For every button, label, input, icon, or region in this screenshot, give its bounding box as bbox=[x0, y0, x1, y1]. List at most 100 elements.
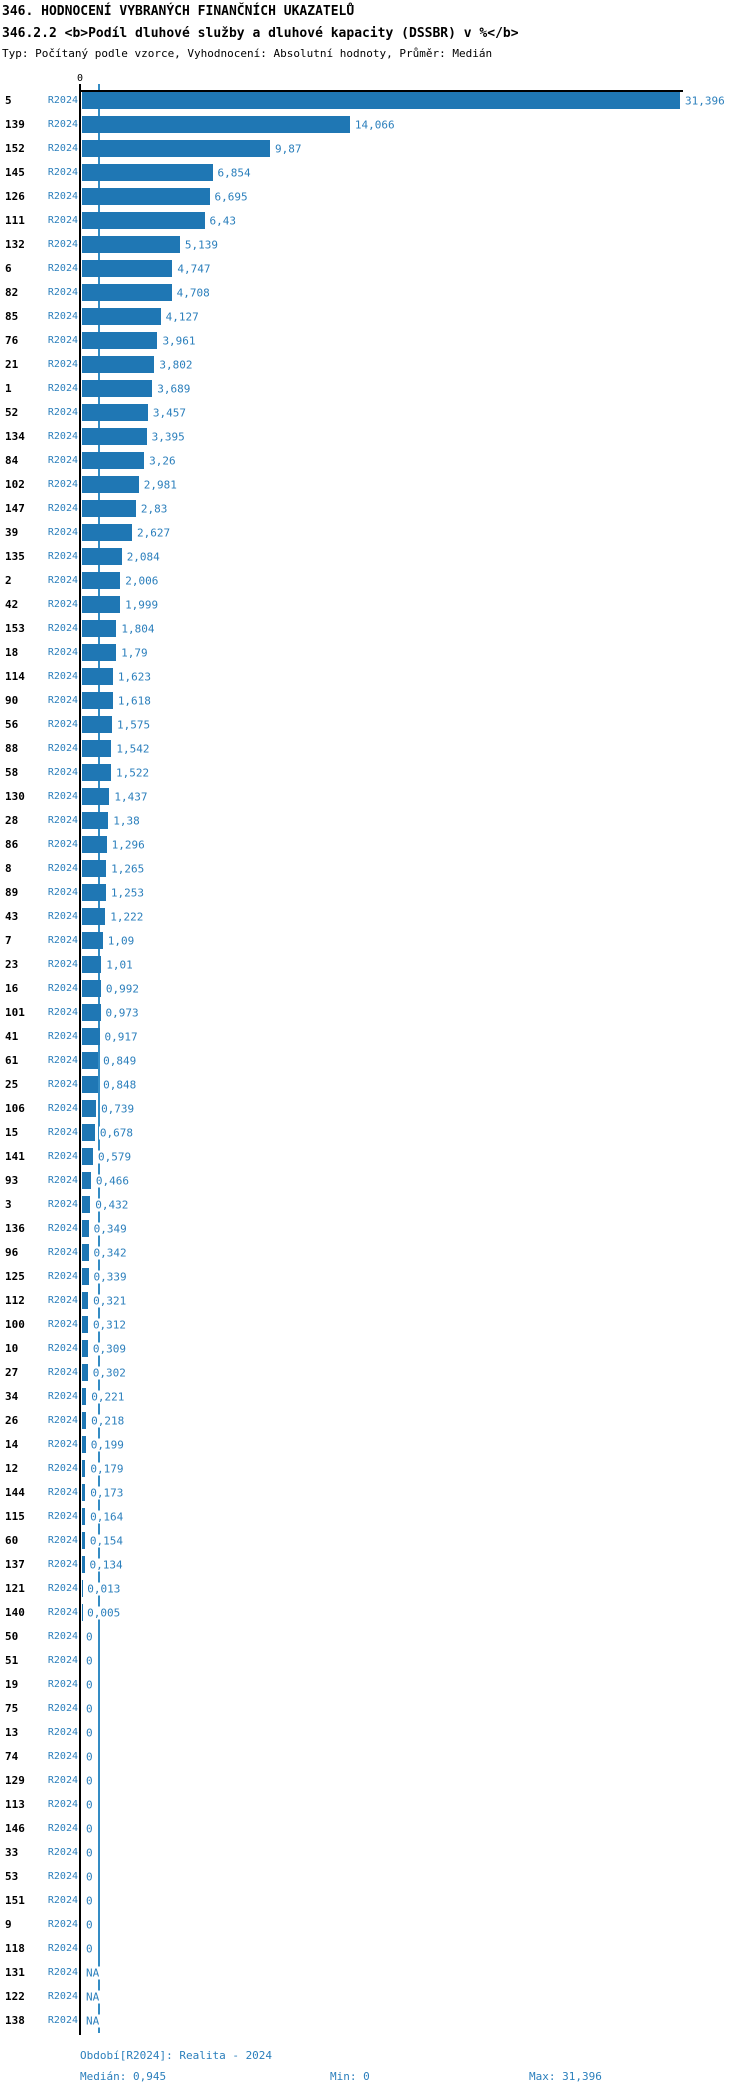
row-id-label: 1 bbox=[5, 382, 12, 395]
bar-row: 152 R2024 9,87 bbox=[0, 137, 750, 161]
row-period-label: R2024 bbox=[47, 935, 78, 946]
value-label: 0,579 bbox=[97, 1150, 133, 1164]
row-id-label: 58 bbox=[5, 766, 19, 779]
bar-row: 138 R2024 NA bbox=[0, 2009, 750, 2033]
row-id-label: 86 bbox=[5, 838, 19, 851]
value-label: 1,542 bbox=[115, 742, 151, 756]
row-id-label: 61 bbox=[5, 1054, 19, 1067]
bar-row: 126 R2024 6,695 bbox=[0, 185, 750, 209]
row-period-label: R2024 bbox=[47, 911, 78, 922]
row-id-label: 18 bbox=[5, 646, 19, 659]
value-label: NA bbox=[85, 1966, 101, 1980]
value-bar bbox=[82, 92, 680, 109]
bar-row: 13 R2024 0 bbox=[0, 1721, 750, 1745]
value-bar bbox=[82, 1484, 86, 1501]
row-id-label: 152 bbox=[5, 142, 25, 155]
bar-row: 56 R2024 1,575 bbox=[0, 713, 750, 737]
bar-row: 106 R2024 0,739 bbox=[0, 1097, 750, 1121]
row-id-label: 9 bbox=[5, 1918, 12, 1931]
value-label: 1,79 bbox=[120, 646, 149, 660]
page-title: 346. HODNOCENÍ VYBRANÝCH FINANČNÍCH UKAZ… bbox=[2, 4, 355, 19]
value-label: 0,312 bbox=[91, 1318, 128, 1332]
value-bar bbox=[82, 1148, 93, 1165]
row-period-label: R2024 bbox=[47, 1775, 78, 1786]
value-bar bbox=[82, 260, 173, 277]
value-label: 3,961 bbox=[161, 334, 197, 348]
value-bar bbox=[82, 500, 136, 517]
value-label: 0,218 bbox=[90, 1414, 126, 1428]
row-period-label: R2024 bbox=[47, 431, 78, 442]
row-id-label: 75 bbox=[5, 1702, 19, 1715]
row-id-label: 50 bbox=[5, 1630, 19, 1643]
chart-meta: Typ: Počítaný podle vzorce, Vyhodnocení:… bbox=[2, 47, 493, 60]
bar-row: 93 R2024 0,466 bbox=[0, 1169, 750, 1193]
bar-row: 10 R2024 0,309 bbox=[0, 1337, 750, 1361]
row-period-label: R2024 bbox=[47, 1055, 78, 1066]
value-bar bbox=[82, 836, 107, 853]
value-bar bbox=[82, 860, 107, 877]
value-bar bbox=[82, 1292, 89, 1309]
value-bar bbox=[82, 212, 205, 229]
row-period-label: R2024 bbox=[47, 1511, 78, 1522]
value-label: 0,199 bbox=[89, 1438, 125, 1452]
value-label: 0 bbox=[85, 1894, 94, 1908]
row-period-label: R2024 bbox=[47, 191, 78, 202]
row-period-label: R2024 bbox=[47, 503, 78, 514]
bar-row: 21 R2024 3,802 bbox=[0, 353, 750, 377]
row-period-label: R2024 bbox=[47, 1823, 78, 1834]
bar-row: 140 R2024 0,005 bbox=[0, 1601, 750, 1625]
value-bar bbox=[82, 428, 147, 445]
value-bar bbox=[82, 596, 121, 613]
bar-row: 8 R2024 1,265 bbox=[0, 857, 750, 881]
bar-row: 111 R2024 6,43 bbox=[0, 209, 750, 233]
value-label: 0 bbox=[85, 1942, 94, 1956]
bar-row: 146 R2024 0 bbox=[0, 1817, 750, 1841]
value-bar bbox=[82, 164, 213, 181]
row-period-label: R2024 bbox=[47, 815, 78, 826]
bar-row: 43 R2024 1,222 bbox=[0, 905, 750, 929]
footer-period: Období[R2024]: Realita - 2024 bbox=[80, 2049, 273, 2062]
bar-row: 102 R2024 2,981 bbox=[0, 473, 750, 497]
bar-row: 129 R2024 0 bbox=[0, 1769, 750, 1793]
axis-zero-tick-label: 0 bbox=[76, 73, 84, 84]
value-bar bbox=[82, 308, 161, 325]
value-bar bbox=[82, 1004, 101, 1021]
value-label: 31,396 bbox=[684, 94, 726, 108]
value-label: 0,466 bbox=[94, 1174, 130, 1188]
row-period-label: R2024 bbox=[47, 1175, 78, 1186]
value-label: 0,013 bbox=[86, 1582, 122, 1596]
value-label: 0,179 bbox=[89, 1462, 125, 1476]
value-bar bbox=[82, 524, 132, 541]
value-bar bbox=[82, 548, 122, 565]
row-period-label: R2024 bbox=[47, 335, 78, 346]
row-period-label: R2024 bbox=[47, 1727, 78, 1738]
row-period-label: R2024 bbox=[47, 1967, 78, 1978]
value-label: 0,849 bbox=[102, 1054, 138, 1068]
row-id-label: 23 bbox=[5, 958, 19, 971]
bar-row: 136 R2024 0,349 bbox=[0, 1217, 750, 1241]
row-id-label: 15 bbox=[5, 1126, 19, 1139]
value-bar bbox=[82, 740, 112, 757]
value-bar bbox=[82, 716, 112, 733]
row-id-label: 153 bbox=[5, 622, 25, 635]
value-label: 0,005 bbox=[86, 1606, 122, 1620]
value-bar bbox=[82, 1436, 86, 1453]
row-period-label: R2024 bbox=[47, 287, 78, 298]
row-id-label: 6 bbox=[5, 262, 12, 275]
value-label: 0,221 bbox=[90, 1390, 126, 1404]
row-period-label: R2024 bbox=[47, 599, 78, 610]
value-bar bbox=[82, 620, 117, 637]
row-period-label: R2024 bbox=[47, 623, 78, 634]
row-id-label: 145 bbox=[5, 166, 25, 179]
bar-row: 96 R2024 0,342 bbox=[0, 1241, 750, 1265]
row-period-label: R2024 bbox=[47, 143, 78, 154]
value-bar bbox=[82, 404, 148, 421]
row-period-label: R2024 bbox=[47, 479, 78, 490]
row-id-label: 3 bbox=[5, 1198, 12, 1211]
bar-row: 125 R2024 0,339 bbox=[0, 1265, 750, 1289]
row-id-label: 42 bbox=[5, 598, 19, 611]
value-label: 0,973 bbox=[104, 1006, 140, 1020]
value-label: 1,265 bbox=[110, 862, 146, 876]
row-id-label: 41 bbox=[5, 1030, 19, 1043]
row-period-label: R2024 bbox=[47, 215, 78, 226]
